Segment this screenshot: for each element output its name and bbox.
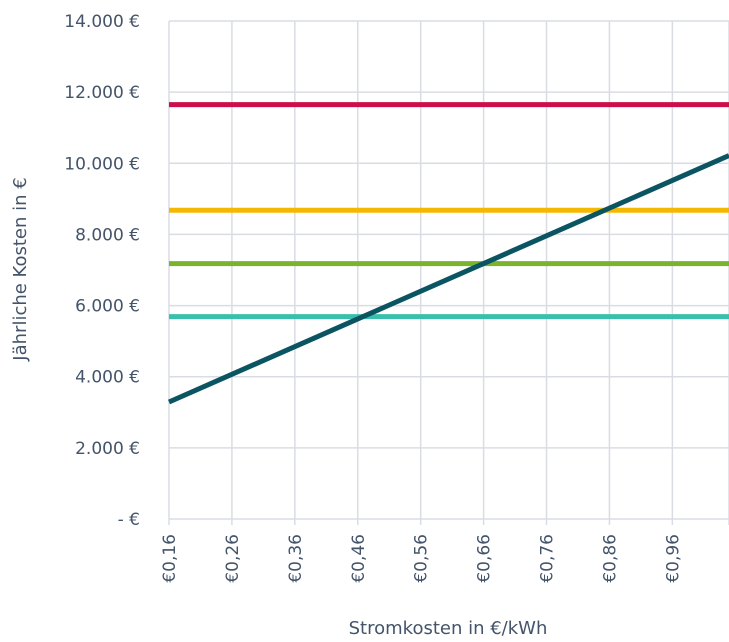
x-tick-label: €0,76	[538, 534, 558, 583]
y-tick-label: 4.000 €	[75, 368, 140, 388]
y-tick-label: - €	[118, 510, 140, 530]
y-tick-label: 10.000 €	[64, 154, 140, 174]
x-tick-label: €0,66	[475, 534, 495, 583]
horizontal-gridlines	[169, 20, 729, 520]
x-tick-label: €0,96	[663, 534, 683, 583]
y-tick-label: 8.000 €	[75, 225, 140, 245]
x-tick-label: €0,86	[600, 534, 620, 583]
x-tick-label: €0,26	[223, 534, 243, 583]
y-tick-label: 14.000 €	[64, 12, 140, 32]
x-tick-label: €0,56	[412, 534, 432, 583]
y-tick-label: 2.000 €	[75, 439, 140, 459]
series-line-5	[167, 153, 729, 405]
y-tick-label: 6.000 €	[75, 297, 140, 317]
y-tick-label: 12.000 €	[64, 83, 140, 103]
x-tick-labels: €0,16 €0,26 €0,36 €0,46 €0,56 €0,66 €0,76 €0,86…	[160, 534, 683, 583]
series-layer	[167, 102, 729, 405]
x-axis-title: Stromkosten in €/kWh	[349, 618, 548, 639]
y-tick-labels: - € 2.000 € 4.000 € 6.000 € 8.000 € 10.000 € 1…	[64, 12, 140, 530]
x-tick-label: €0,36	[286, 534, 306, 583]
vertical-gridlines	[168, 21, 729, 525]
x-tick-label: €0,46	[349, 534, 369, 583]
x-tick-label: €0,16	[160, 534, 180, 583]
y-axis-title: Jährliche Kosten in €	[10, 177, 31, 361]
